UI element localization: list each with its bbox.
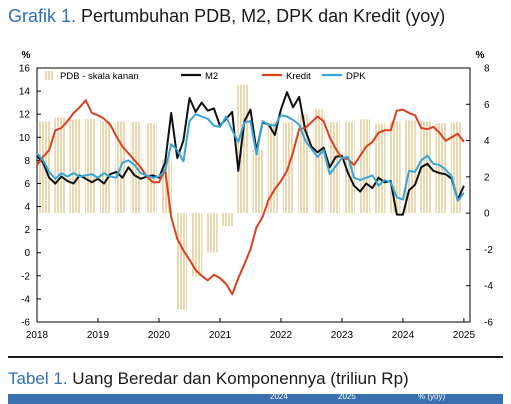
pdb-bar <box>298 114 310 214</box>
pdb-bar <box>389 121 401 214</box>
pdb-bar <box>267 122 279 214</box>
series-line-kredit <box>36 99 465 296</box>
table-title: Tabel 1. Uang Beredar dan Komponennya (t… <box>8 369 409 389</box>
x-tick-label: 2019 <box>87 330 110 341</box>
pdb-bar <box>145 122 157 214</box>
left-tick-label: -2 <box>21 271 30 282</box>
right-tick-label: -6 <box>484 318 493 329</box>
x-tick-label: 2022 <box>270 330 293 341</box>
figure-title-text: Pertumbuhan PDB, M2, DPK dan Kredit (yoy… <box>81 6 446 26</box>
left-tick-label: 14 <box>19 87 31 98</box>
pdb-bar <box>191 213 203 277</box>
legend-label-dpk: DPK <box>346 71 366 82</box>
x-tick-label: 2024 <box>392 330 415 341</box>
series-line-dpk <box>36 113 465 202</box>
left-tick-label: 0 <box>24 248 30 259</box>
right-tick-label: 2 <box>484 172 490 183</box>
right-tick-label: -4 <box>484 281 493 292</box>
left-tick-label: -6 <box>21 318 30 329</box>
chart: -6 -4 -2 0 2 4 6 8 10 12 14 16% -6 -4 -2 0 2 4 6 8% 2018 2019… <box>19 50 493 341</box>
legend-label-pdb: PDB - skala kanan <box>60 71 139 82</box>
right-tick-label: 8 <box>484 64 490 75</box>
right-tick-label: 6 <box>484 100 490 111</box>
pdb-bar <box>54 117 66 214</box>
pdb-bar <box>176 213 188 310</box>
pdb-bar <box>435 123 447 214</box>
pdb-bar <box>359 119 371 214</box>
x-tick-label: 2020 <box>148 330 171 341</box>
section-divider <box>8 356 503 358</box>
pdb-bar <box>237 84 249 214</box>
pdb-bar <box>206 213 218 253</box>
left-tick-label: 4 <box>24 202 30 213</box>
pdb-bar <box>221 213 233 227</box>
right-axis-unit: % <box>476 50 485 61</box>
table-header-2025: 2025 <box>338 392 356 401</box>
pdb-bar <box>374 123 386 214</box>
legend-swatch-pdb <box>44 71 54 80</box>
pdb-bar <box>450 122 462 214</box>
x-tick-label: 2023 <box>331 330 354 341</box>
x-tick-label: 2018 <box>26 330 49 341</box>
left-tick-label: 12 <box>19 110 31 121</box>
right-tick-label: -2 <box>484 245 493 256</box>
left-tick-label: 16 <box>19 64 31 75</box>
left-tick-label: 8 <box>24 156 30 167</box>
table-title-text: Uang Beredar dan Komponennya (triliun Rp… <box>72 369 409 388</box>
table-header: 2024 2025 % (yoy) <box>8 392 503 404</box>
pdb-bar <box>84 119 96 214</box>
figure-label: Grafik 1. <box>8 6 77 26</box>
pdb-bar <box>252 149 264 214</box>
table-header-yoy: % (yoy) <box>418 392 446 401</box>
pdb-bar <box>313 109 325 214</box>
left-tick-label: -4 <box>21 294 30 305</box>
table-header-2024: 2024 <box>270 392 288 401</box>
pdb-bar <box>420 121 432 214</box>
table-label: Tabel 1. <box>8 369 68 388</box>
left-tick-label: 2 <box>24 225 30 236</box>
legend-label-kredit: Kredit <box>286 71 311 82</box>
x-tick-label: 2021 <box>209 330 232 341</box>
left-axis-unit: % <box>22 50 31 61</box>
left-tick-label: 6 <box>24 179 30 190</box>
pdb-bar <box>99 121 111 214</box>
right-tick-label: 0 <box>484 209 490 220</box>
plot-frame <box>36 67 471 323</box>
pdb-bar <box>343 121 355 214</box>
pdb-bar <box>69 119 81 214</box>
x-tick-label: 2025 <box>453 330 476 341</box>
series-line-m2 <box>36 91 465 216</box>
pdb-bar <box>404 120 416 214</box>
right-tick-label: 4 <box>484 136 490 147</box>
legend-label-m2: M2 <box>205 71 218 82</box>
left-tick-label: 10 <box>19 133 31 144</box>
figure-title: Grafik 1. Pertumbuhan PDB, M2, DPK dan K… <box>8 6 445 27</box>
